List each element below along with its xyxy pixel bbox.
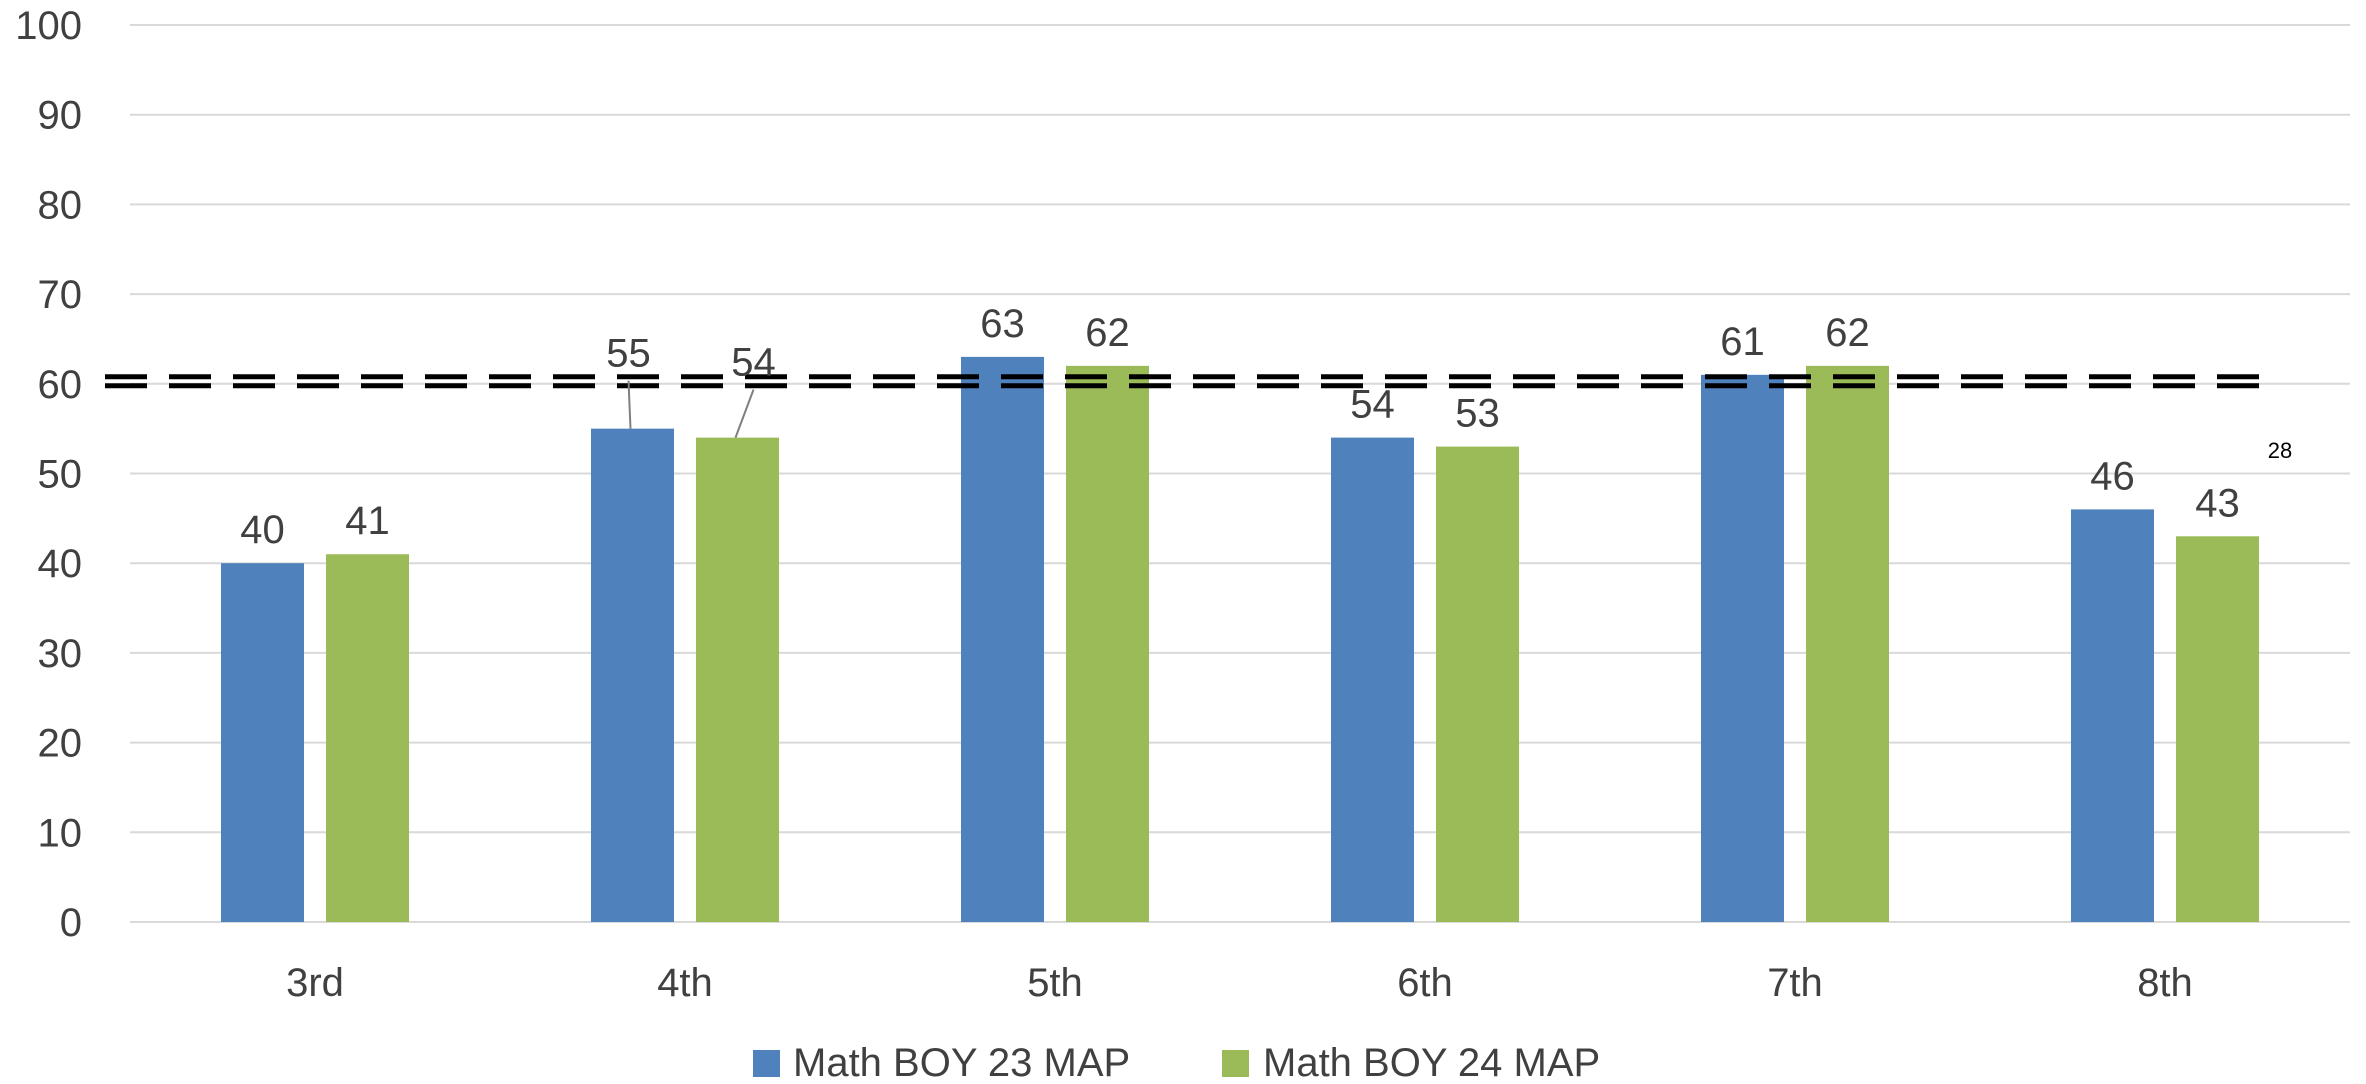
y-tick-label: 40	[38, 542, 83, 586]
bar	[696, 437, 779, 922]
data-label: 53	[1455, 392, 1500, 436]
bar	[591, 428, 674, 922]
leader-line	[627, 380, 632, 429]
bars	[221, 356, 2259, 923]
bar	[1066, 365, 1149, 922]
x-tick-label: 6th	[1397, 961, 1453, 1005]
y-tick-label: 0	[60, 901, 82, 945]
y-tick-label: 80	[38, 183, 83, 227]
bar	[1701, 374, 1784, 923]
y-tick-label: 50	[38, 453, 83, 497]
legend: Math BOY 23 MAP Math BOY 24 MAP	[753, 1041, 1600, 1084]
data-label: 41	[345, 499, 390, 543]
bar	[221, 563, 304, 922]
data-label: 55	[606, 332, 651, 376]
x-tick-label: 4th	[657, 961, 713, 1005]
data-label: 54	[731, 341, 776, 385]
legend-swatch	[1222, 1050, 1249, 1077]
annotation-text: 28	[2268, 438, 2292, 463]
data-label: 43	[2195, 481, 2240, 525]
legend-label: Math BOY 24 MAP	[1263, 1041, 1600, 1084]
y-tick-label: 90	[38, 94, 83, 138]
bar	[326, 554, 409, 922]
bar	[2176, 536, 2259, 922]
bar	[1806, 365, 1889, 922]
y-tick-label: 100	[15, 4, 82, 48]
data-label: 61	[1720, 320, 1765, 364]
data-label: 62	[1825, 311, 1870, 355]
gridlines	[130, 24, 2350, 923]
leader-lines	[627, 380, 755, 438]
data-labels: 40 41 55 54 63 62 54 53 61 62 46 43	[240, 302, 2240, 552]
data-label: 62	[1085, 311, 1130, 355]
bar	[1331, 437, 1414, 922]
y-tick-label: 70	[38, 273, 83, 317]
x-tick-label: 3rd	[286, 961, 344, 1005]
y-tick-label: 60	[38, 363, 83, 407]
reference-line	[105, 374, 2265, 389]
data-label: 54	[1350, 383, 1395, 427]
legend-swatch	[753, 1050, 780, 1077]
bar	[1436, 446, 1519, 922]
x-axis: 3rd 4th 5th 6th 7th 8th	[130, 921, 2350, 1005]
y-tick-label: 30	[38, 632, 83, 676]
bar	[2071, 509, 2154, 922]
legend-label: Math BOY 23 MAP	[793, 1041, 1130, 1084]
bar	[961, 356, 1044, 922]
data-label: 63	[980, 302, 1025, 346]
y-tick-label: 10	[38, 811, 83, 855]
leader-line	[734, 389, 755, 438]
y-axis: 0 10 20 30 40 50 60 70 80 90 100	[15, 4, 82, 945]
y-tick-label: 20	[38, 722, 83, 766]
x-tick-label: 8th	[2137, 961, 2193, 1005]
x-tick-label: 7th	[1767, 961, 1823, 1005]
data-label: 40	[240, 508, 285, 552]
x-tick-label: 5th	[1027, 961, 1083, 1005]
data-label: 46	[2090, 454, 2135, 498]
